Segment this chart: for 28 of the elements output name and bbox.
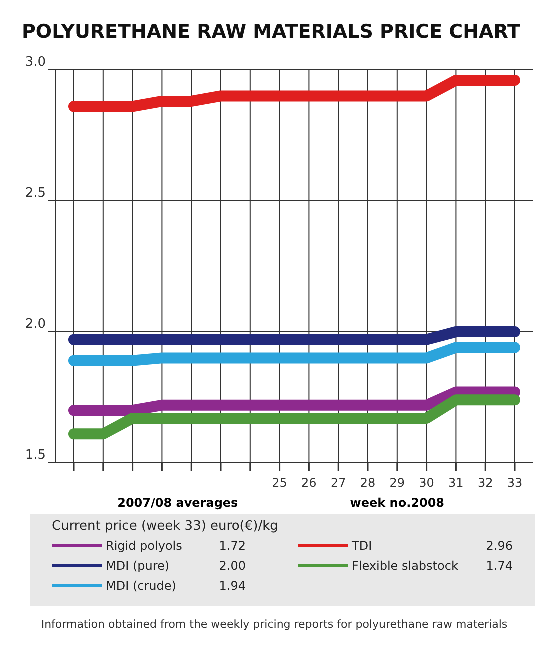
- legend-label: TDI: [351, 539, 372, 553]
- x-tick-label: 30: [419, 476, 434, 490]
- legend-label: MDI (crude): [106, 579, 176, 593]
- text: Current price (week 33) euro(€)/kg: [52, 519, 278, 534]
- y-tick-label: 2.5: [25, 186, 46, 201]
- y-tick-label: 1.5: [25, 448, 46, 463]
- x-tick-label: 29: [390, 476, 406, 490]
- x-tick-label: 32: [478, 476, 494, 490]
- text: 2007/08 averages: [118, 496, 238, 510]
- x-tick-label: 25: [272, 476, 288, 490]
- x-tick-label: 31: [448, 476, 464, 490]
- y-tick-label: 2.0: [25, 317, 46, 332]
- legend-label: MDI (pure): [106, 559, 170, 573]
- text: 2.00: [219, 559, 246, 573]
- text: Information obtained from the weekly pricing reports for polyurethane raw materials: [41, 618, 508, 631]
- text: 1.74: [486, 559, 513, 573]
- text: 1.94: [219, 579, 246, 593]
- x-tick-label: 28: [360, 476, 376, 490]
- x-tick-label: 27: [330, 476, 346, 490]
- legend-label: Flexible slabstock: [352, 559, 458, 573]
- x-tick-label: 33: [507, 476, 523, 490]
- y-tick-label: 3.0: [25, 55, 46, 70]
- x-tick-label: 26: [302, 476, 317, 490]
- chart-title: POLYURETHANE RAW MATERIALS PRICE CHART: [22, 21, 521, 43]
- x-axis-title: week no.2008: [350, 496, 445, 510]
- legend-label: Rigid polyols: [106, 539, 182, 553]
- text: 1.72: [219, 539, 246, 553]
- text: 2.96: [486, 539, 513, 553]
